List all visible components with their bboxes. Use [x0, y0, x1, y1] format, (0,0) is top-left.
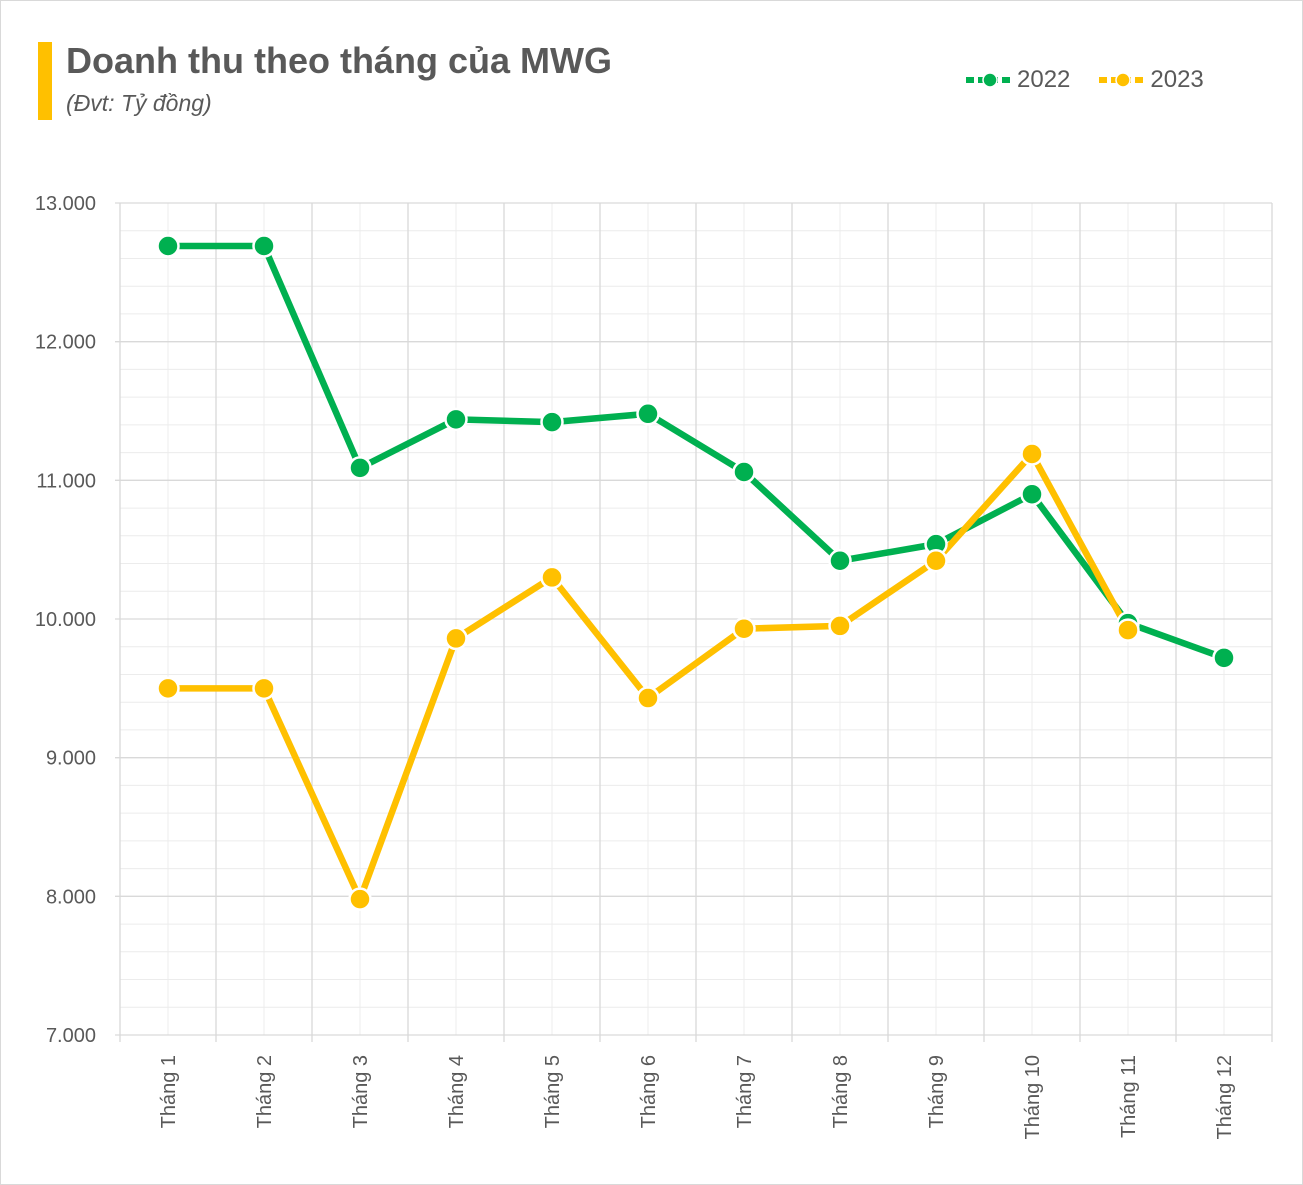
data-point-2023 — [156, 676, 180, 701]
x-tick-label: Tháng 9 — [926, 1055, 948, 1128]
y-tick-label: 8.000 — [46, 886, 96, 908]
y-tick-label: 7.000 — [46, 1025, 96, 1047]
legend-swatch-2023 — [1099, 72, 1148, 88]
x-tick-label: Tháng 2 — [254, 1055, 276, 1128]
data-point-2023 — [636, 686, 660, 710]
y-tick-label: 10.000 — [35, 609, 96, 631]
x-tick-label: Tháng 5 — [542, 1055, 564, 1128]
data-point-2022 — [156, 234, 180, 258]
data-point-2022 — [732, 460, 756, 484]
legend: 2022 2023 — [965, 66, 1204, 94]
y-tick-label: 12.000 — [35, 332, 96, 354]
data-point-2022 — [828, 549, 852, 573]
legend-item-2023: 2023 — [1098, 66, 1204, 94]
x-tick-label: Tháng 12 — [1214, 1055, 1236, 1140]
y-tick-label: 11.000 — [36, 470, 96, 492]
y-tick-label: 9.000 — [46, 748, 96, 770]
x-tick-label: Tháng 11 — [1118, 1055, 1140, 1138]
data-point-2023 — [732, 616, 756, 641]
data-point-2023 — [1020, 442, 1044, 466]
data-point-2023 — [1116, 618, 1140, 642]
x-tick-label: Tháng 7 — [734, 1055, 756, 1128]
data-point-2022 — [444, 407, 468, 432]
x-tick-label: Tháng 4 — [446, 1055, 468, 1128]
data-point-2022 — [348, 456, 372, 480]
y-tick-label: 13.000 — [35, 193, 96, 215]
x-tick-label: Tháng 1 — [158, 1055, 180, 1128]
data-point-2023 — [444, 626, 468, 651]
legend-item-2022: 2022 — [965, 66, 1070, 94]
data-point-2023 — [252, 676, 276, 701]
data-point-2022 — [540, 410, 564, 434]
data-point-2022 — [636, 402, 660, 426]
series-line-2022 — [164, 242, 1228, 662]
data-point-2022 — [252, 234, 276, 258]
data-point-2022 — [1020, 482, 1044, 506]
x-tick-label: Tháng 8 — [830, 1055, 852, 1128]
title-accent-bar — [38, 42, 52, 120]
chart-title: Doanh thu theo tháng của MWG — [66, 40, 612, 81]
data-point-2023 — [348, 887, 372, 911]
x-tick-label: Tháng 6 — [638, 1055, 660, 1128]
legend-label-2022: 2022 — [1017, 66, 1071, 93]
x-tick-label: Tháng 3 — [350, 1055, 372, 1128]
chart-subtitle: (Đvt: Tỷ đồng) — [66, 90, 212, 116]
legend-label-2023: 2023 — [1150, 66, 1204, 93]
legend-swatch-2022 — [966, 72, 1014, 88]
x-tick-label: Tháng 10 — [1022, 1055, 1044, 1140]
data-point-2023 — [828, 614, 852, 638]
data-point-2022 — [1212, 646, 1236, 670]
data-point-2023 — [924, 549, 948, 573]
data-point-2023 — [540, 565, 564, 590]
